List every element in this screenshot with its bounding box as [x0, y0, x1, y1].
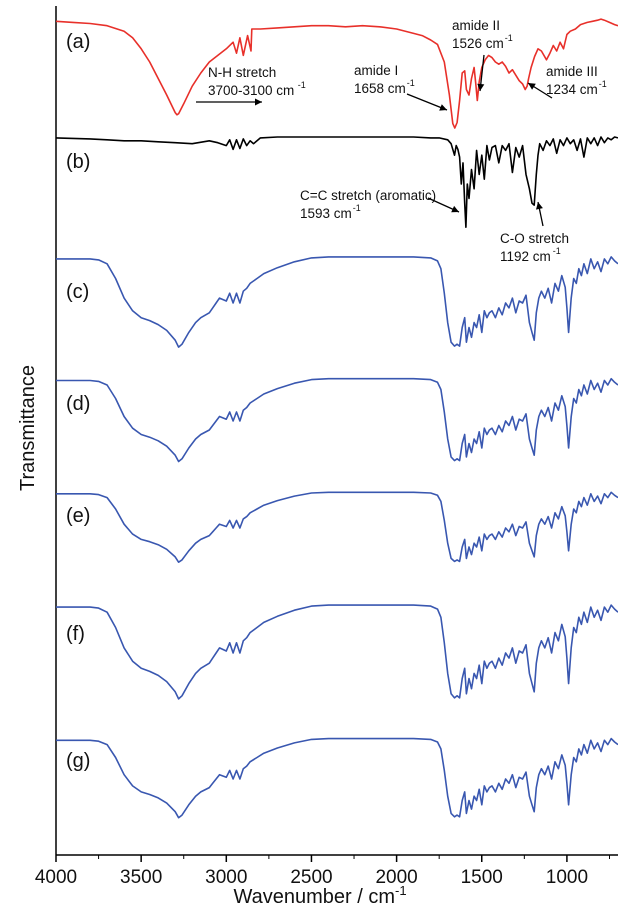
spectrum-line	[55, 136, 618, 228]
panel-label: (g)	[66, 750, 90, 772]
annotation-sup: -1	[298, 80, 306, 90]
annotation-label: amide III	[546, 64, 598, 79]
panel-label: (a)	[66, 31, 90, 53]
annotation-value: 1192 cm	[500, 249, 551, 264]
x-axis-label-sup: -1	[395, 883, 407, 898]
panel-label: (f)	[66, 623, 85, 645]
annotation-value: 1234 cm	[546, 82, 598, 97]
annotation-label: C=C stretch (aromatic)	[300, 188, 436, 203]
arrow-head	[536, 202, 543, 210]
arrow-head	[477, 83, 485, 91]
arrow-head	[439, 104, 447, 111]
x-axis-label-text: Wavenumber / cm	[233, 886, 395, 908]
panel-label: (b)	[66, 151, 90, 173]
annotation-label: N-H stretch	[208, 65, 276, 80]
annotation-value: 3700-3100 cm	[208, 83, 294, 98]
annotation-value: 1526 cm	[452, 36, 504, 51]
x-tick-label: 2500	[290, 867, 332, 888]
panel-label: (e)	[66, 505, 90, 527]
spectrum-line	[56, 256, 618, 348]
x-tick-label: 4000	[35, 867, 77, 888]
x-tick-label: 3000	[205, 867, 247, 888]
y-axis-label: Transmittance	[17, 365, 39, 491]
annotation-label: amide II	[452, 18, 500, 33]
annotation-sup: -1	[553, 246, 561, 256]
annotation-sup: -1	[599, 79, 607, 89]
x-axis-label: Wavenumber / cm-1	[233, 883, 406, 908]
panel-label: (c)	[66, 281, 89, 303]
annotation-label: amide I	[354, 63, 398, 78]
spectrum-line	[56, 737, 618, 819]
arrow-head	[255, 98, 262, 106]
spectrum-line	[56, 377, 618, 463]
x-tick-label: 1000	[546, 867, 588, 888]
x-axis: 4000 3500 3000 2500 2000 1500 1000	[35, 855, 610, 888]
spectrum-line	[55, 18, 618, 129]
panel-label: (d)	[66, 393, 90, 415]
x-tick-label: 1500	[461, 867, 503, 888]
annotation-sup: -1	[505, 33, 513, 43]
annotation-value: 1593 cm	[300, 206, 352, 221]
annotation-value: 1658 cm	[354, 81, 406, 96]
arrow-head	[528, 83, 536, 90]
x-tick-label: 2000	[375, 867, 417, 888]
annotation-arrow	[406, 93, 448, 111]
arrow-head	[451, 205, 459, 213]
panel-labels: (a) (b) (c) (d) (e) (f) (g)	[66, 31, 90, 772]
annotation-label: C-O stretch	[500, 231, 569, 246]
annotation-sup: -1	[407, 78, 415, 88]
series-layer	[55, 18, 618, 819]
spectrum-line	[56, 491, 618, 563]
plot-frame	[55, 6, 618, 856]
x-tick-label: 3500	[120, 867, 162, 888]
annotation-sup: -1	[353, 203, 361, 213]
spectrum-line	[56, 604, 618, 700]
